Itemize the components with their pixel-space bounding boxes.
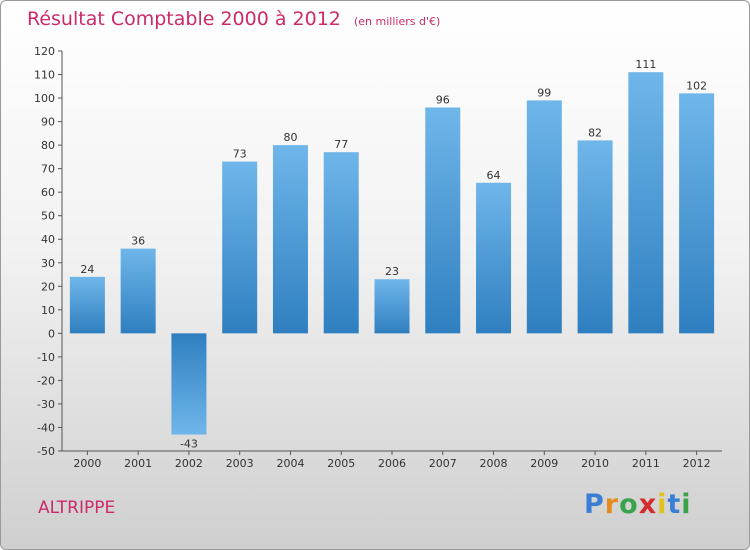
- y-tick-label: 80: [41, 139, 55, 152]
- y-tick-label: -10: [37, 351, 55, 364]
- x-tick-label: 2003: [226, 457, 254, 470]
- brand-logo: Proxiti: [584, 489, 692, 520]
- data-label: 102: [686, 79, 707, 92]
- x-tick-label: 2001: [124, 457, 152, 470]
- x-tick-label: 2007: [429, 457, 457, 470]
- bar-2008: [476, 182, 512, 334]
- data-label: 36: [131, 235, 145, 248]
- bar-2003: [222, 161, 258, 334]
- bar-2011: [628, 72, 664, 334]
- commune-name: ALTRIPPE: [38, 498, 116, 518]
- y-tick-label: -30: [37, 398, 55, 411]
- bar-2002: [171, 333, 207, 435]
- x-tick-label: 2002: [175, 457, 203, 470]
- data-label: 111: [635, 58, 656, 71]
- data-label: -43: [180, 438, 198, 451]
- bar-2004: [272, 145, 308, 334]
- y-tick-label: -20: [37, 374, 55, 387]
- data-label: 73: [233, 148, 247, 161]
- y-tick-label: 70: [41, 163, 55, 176]
- y-tick-label: 110: [34, 69, 55, 82]
- y-tick-label: 60: [41, 186, 55, 199]
- bar-2000: [69, 276, 105, 334]
- bar-2009: [526, 100, 562, 334]
- bar-2005: [323, 152, 359, 334]
- x-tick-label: 2012: [683, 457, 711, 470]
- y-tick-label: -40: [37, 421, 55, 434]
- y-tick-label: 40: [41, 233, 55, 246]
- chart-title: Résultat Comptable 2000 à 2012: [27, 8, 341, 30]
- y-tick-label: 20: [41, 280, 55, 293]
- y-tick-label: -50: [37, 445, 55, 458]
- data-label: 82: [588, 126, 602, 139]
- x-tick-label: 2011: [632, 457, 660, 470]
- data-label: 80: [283, 131, 297, 144]
- y-tick-label: 100: [34, 92, 55, 105]
- x-tick-label: 2006: [378, 457, 406, 470]
- data-label: 96: [436, 93, 450, 106]
- y-tick-label: 50: [41, 210, 55, 223]
- data-label: 23: [385, 265, 399, 278]
- y-tick-label: 10: [41, 304, 55, 317]
- bar-2010: [577, 140, 613, 334]
- bar-2007: [425, 107, 461, 334]
- data-label: 24: [80, 263, 94, 276]
- y-tick-label: 30: [41, 257, 55, 270]
- x-tick-label: 2005: [327, 457, 355, 470]
- x-tick-label: 2009: [530, 457, 558, 470]
- bar-2001: [120, 248, 156, 334]
- bar-2006: [374, 279, 410, 334]
- x-tick-label: 2010: [581, 457, 609, 470]
- x-tick-label: 2008: [480, 457, 508, 470]
- x-tick-label: 2000: [73, 457, 101, 470]
- chart-subtitle: (en milliers d'€): [353, 15, 441, 28]
- data-label: 64: [487, 169, 501, 182]
- y-tick-label: 90: [41, 116, 55, 129]
- bar-2012: [679, 93, 715, 334]
- data-label: 99: [537, 86, 551, 99]
- title-row: Résultat Comptable 2000 à 2012 (en milli…: [27, 8, 440, 30]
- x-tick-label: 2004: [276, 457, 304, 470]
- data-label: 77: [334, 138, 348, 151]
- y-tick-label: 0: [48, 327, 55, 340]
- y-tick-label: 120: [34, 45, 55, 58]
